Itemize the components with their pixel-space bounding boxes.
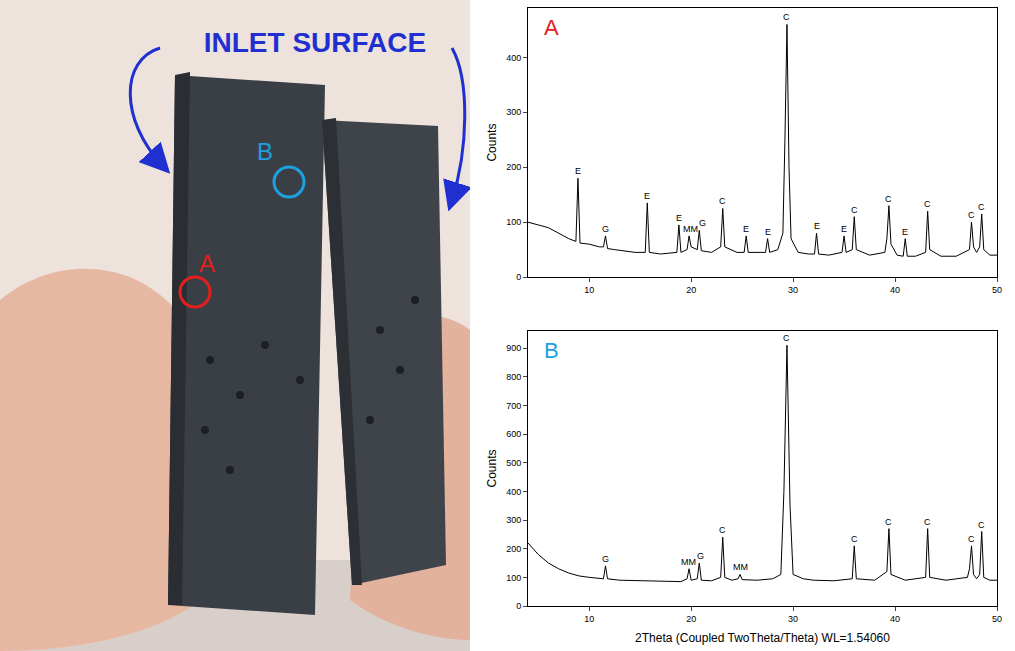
svg-text:E: E	[841, 224, 847, 234]
svg-text:0: 0	[516, 601, 521, 611]
svg-text:200: 200	[506, 162, 521, 172]
svg-text:B: B	[257, 138, 273, 165]
svg-text:C: C	[851, 534, 858, 544]
svg-text:MM: MM	[733, 562, 748, 572]
svg-text:C: C	[978, 520, 985, 530]
svg-text:Counts: Counts	[485, 449, 499, 487]
svg-text:B: B	[544, 338, 559, 363]
svg-text:G: G	[602, 554, 609, 564]
svg-text:C: C	[885, 194, 892, 204]
svg-text:G: G	[602, 224, 609, 234]
svg-text:10: 10	[584, 285, 594, 295]
svg-text:E: E	[676, 213, 682, 223]
svg-text:C: C	[978, 202, 985, 212]
svg-text:400: 400	[506, 487, 521, 497]
svg-text:G: G	[699, 218, 706, 228]
svg-text:20: 20	[686, 285, 696, 295]
svg-text:E: E	[765, 227, 771, 237]
svg-text:C: C	[968, 210, 975, 220]
svg-text:500: 500	[506, 458, 521, 468]
svg-text:300: 300	[506, 107, 521, 117]
svg-text:20: 20	[686, 614, 696, 624]
svg-text:E: E	[575, 166, 581, 176]
svg-text:40: 40	[890, 614, 900, 624]
svg-text:C: C	[783, 333, 790, 343]
svg-text:30: 30	[788, 285, 798, 295]
svg-text:900: 900	[506, 343, 521, 353]
svg-text:40: 40	[890, 285, 900, 295]
svg-text:C: C	[851, 205, 858, 215]
svg-text:A: A	[199, 250, 215, 277]
svg-text:A: A	[544, 15, 559, 40]
svg-text:200: 200	[506, 544, 521, 554]
svg-text:400: 400	[506, 53, 521, 63]
svg-text:C: C	[783, 12, 790, 22]
svg-text:100: 100	[506, 573, 521, 583]
svg-text:E: E	[743, 224, 749, 234]
svg-text:50: 50	[992, 614, 1002, 624]
svg-text:C: C	[924, 517, 931, 527]
svg-text:2Theta (Coupled TwoTheta/Theta: 2Theta (Coupled TwoTheta/Theta) WL=1.540…	[635, 631, 890, 645]
svg-text:MM: MM	[683, 224, 698, 234]
svg-text:C: C	[885, 517, 892, 527]
svg-text:G: G	[697, 551, 704, 561]
svg-text:600: 600	[506, 429, 521, 439]
svg-text:C: C	[924, 199, 931, 209]
svg-text:300: 300	[506, 515, 521, 525]
svg-text:700: 700	[506, 401, 521, 411]
svg-text:C: C	[968, 534, 975, 544]
svg-text:800: 800	[506, 372, 521, 382]
svg-text:C: C	[719, 525, 726, 535]
svg-text:0: 0	[516, 272, 521, 282]
svg-text:E: E	[902, 227, 908, 237]
svg-text:30: 30	[788, 614, 798, 624]
svg-text:MM: MM	[681, 557, 696, 567]
svg-text:E: E	[644, 191, 650, 201]
svg-text:100: 100	[506, 217, 521, 227]
svg-text:50: 50	[992, 285, 1002, 295]
svg-text:E: E	[814, 221, 820, 231]
svg-text:Counts: Counts	[485, 124, 499, 162]
svg-text:10: 10	[584, 614, 594, 624]
svg-text:INLET SURFACE: INLET SURFACE	[204, 27, 426, 58]
svg-text:C: C	[719, 196, 726, 206]
